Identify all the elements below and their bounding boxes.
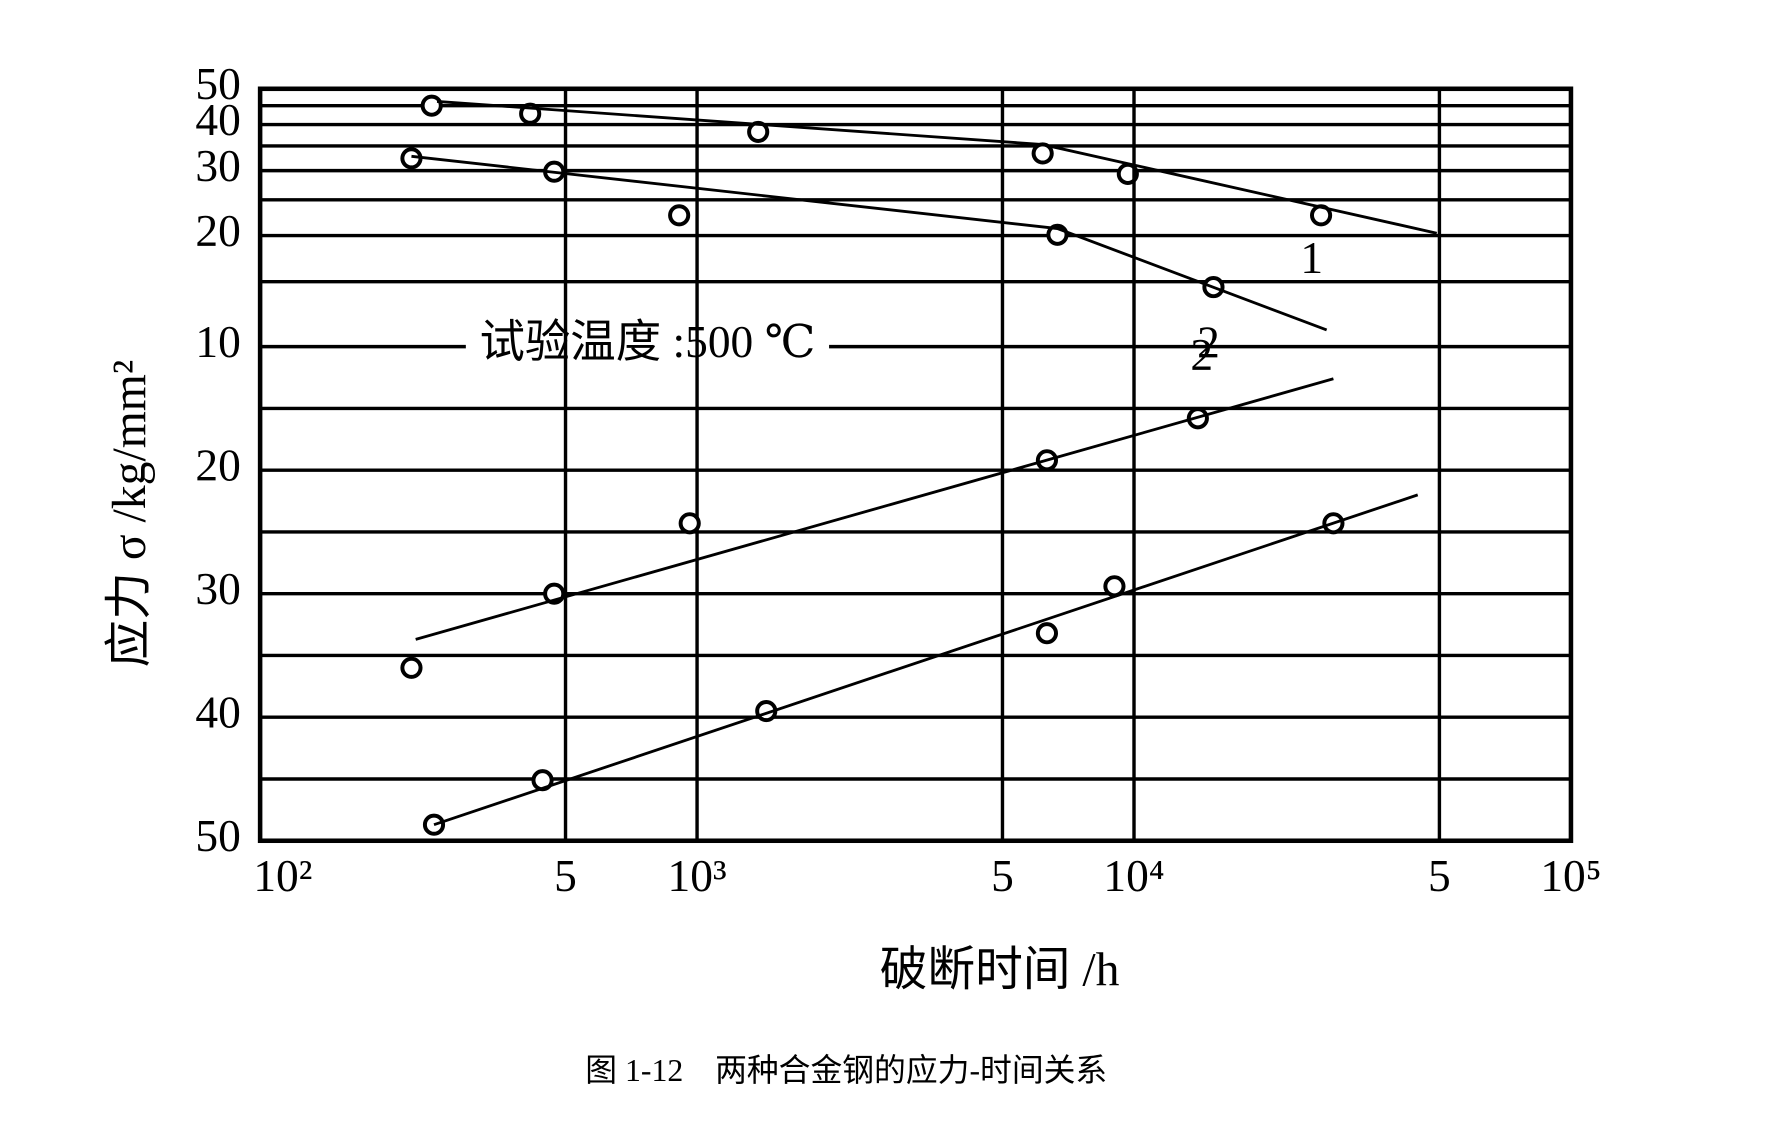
y-tick-label: 10 [195, 317, 240, 367]
plot-frame [257, 86, 1574, 844]
data-point [420, 94, 443, 117]
fit-line [436, 100, 1438, 235]
x-tick-label: 10² [253, 851, 312, 901]
y-tick-label: 50 [195, 811, 240, 861]
x-tick-label: 10⁴ [1103, 851, 1164, 901]
y-tick-label: 40 [195, 688, 240, 738]
x-tick-label: 5 [554, 851, 577, 901]
x-tick-label: 10⁵ [1540, 851, 1601, 901]
annotation: 试验温度 :500 ℃ [479, 317, 815, 367]
fit-line [433, 493, 1419, 827]
data-point [668, 204, 691, 227]
y-tick-label: 50 [195, 59, 240, 109]
y-axis-label: 应力 σ /kg/mm² [103, 360, 156, 668]
caption: 图 1-12 两种合金钢的应力-时间关系 [585, 1053, 1107, 1088]
data-point [400, 656, 423, 679]
x-tick-label: 5 [991, 851, 1014, 901]
data-point [1035, 622, 1059, 645]
line-label: 2 [1190, 330, 1213, 380]
y-tick-label: 20 [195, 206, 240, 256]
fit-line [411, 154, 1328, 332]
data-point [678, 512, 701, 535]
x-axis-label: 破断时间 /h [880, 944, 1120, 997]
line-label: 1 [1300, 233, 1323, 283]
annotation-bg [465, 317, 830, 368]
line-label: 2 [1197, 317, 1220, 367]
y-tick-label: 40 [195, 95, 240, 145]
data-point [747, 120, 770, 143]
fit-line [415, 377, 1334, 641]
x-tick-label: 10³ [668, 851, 727, 901]
y-tick-label: 20 [195, 441, 240, 491]
data-point [1103, 575, 1126, 598]
y-tick-label: 30 [195, 564, 240, 614]
x-tick-label: 5 [1428, 851, 1451, 901]
y-tick-label: 30 [195, 141, 240, 191]
